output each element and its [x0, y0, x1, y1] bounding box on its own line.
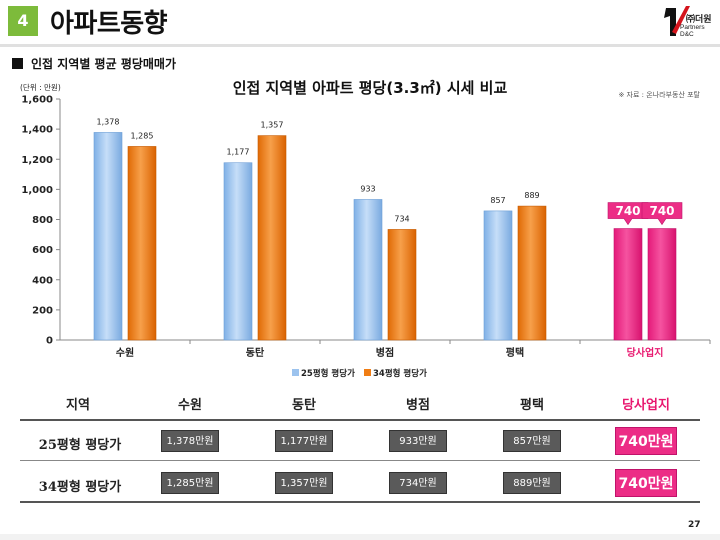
table-row: 25평형 평당가 1,378만원 1,177만원 933만원 857만원 740…: [20, 422, 700, 462]
subheading-text: 인접 지역별 평균 평당매매가: [31, 57, 177, 71]
row-label: 25평형 평당가: [38, 438, 122, 453]
title-bar: 4 아파트동향 ㈜더원 Partners D&C: [0, 0, 720, 47]
data-label: 1,177: [227, 148, 250, 157]
chart-source-note: ※ 자료 : 온나라부동산 포탈: [618, 90, 700, 99]
table-middle-rule: [20, 460, 700, 461]
y-tick-label: 200: [32, 305, 53, 316]
bar: [483, 210, 513, 341]
legend-label: 25평형 평당가: [301, 368, 355, 379]
table-header-cell: 수원: [178, 398, 202, 413]
section-subheading: 인접 지역별 평균 평당매매가: [12, 55, 176, 72]
data-label-callout: [641, 202, 683, 226]
y-tick-label: 800: [32, 215, 53, 226]
legend-swatch: [364, 369, 371, 376]
table-header-cell-highlight: 당사업지: [622, 398, 670, 413]
value-chip: 1,177만원: [275, 430, 333, 452]
footer-band: [0, 534, 720, 540]
legend-label: 34평형 평당가: [373, 368, 427, 379]
x-tick-label: 동탄: [246, 346, 265, 359]
table-header-cell: 병점: [406, 398, 430, 413]
data-label: 1,378: [97, 117, 120, 126]
table-header-cell: 평택: [520, 398, 544, 413]
chart-title: 인접 지역별 아파트 평당(3.3㎡) 시세 비교: [233, 79, 508, 97]
data-label: 740: [649, 204, 674, 218]
value-chip: 857만원: [503, 430, 561, 452]
value-chip: 1,357만원: [275, 472, 333, 494]
table-bottom-rule: [20, 501, 700, 503]
data-label: 1,285: [131, 131, 154, 140]
bar: [353, 199, 383, 341]
bar: [257, 135, 287, 341]
value-chip: 1,378만원: [161, 430, 219, 452]
bar: [647, 228, 677, 341]
x-tick-label: 평택: [506, 346, 524, 359]
logo-company-name: ㈜더원: [686, 15, 712, 25]
data-label: 1,357: [261, 121, 284, 130]
company-logo-icon: [664, 6, 690, 36]
bar: [223, 162, 253, 341]
data-label: 857: [490, 196, 505, 205]
y-tick-label: 1,000: [21, 185, 53, 196]
bar-chart: 인접 지역별 아파트 평당(3.3㎡) 시세 비교 ※ 자료 : 온나라부동산 …: [20, 79, 711, 379]
bar: [127, 146, 157, 341]
page-number: 27: [688, 520, 701, 530]
row-label: 34평형 평당가: [38, 480, 122, 495]
value-chip: 1,285만원: [161, 472, 219, 494]
value-chip: 933만원: [389, 430, 447, 452]
y-tick-label: 1,600: [21, 95, 53, 106]
data-label: 734: [394, 214, 409, 223]
value-chip-highlight: 740만원: [615, 427, 677, 455]
value-chip: 734만원: [389, 472, 447, 494]
table-top-rule: [20, 419, 700, 421]
title-divider: [0, 44, 720, 47]
y-tick-label: 0: [46, 336, 53, 347]
value-chip-highlight: 740만원: [615, 469, 677, 497]
value-chip: 889만원: [503, 472, 561, 494]
chart-unit-label: (단위 : 만원): [20, 82, 61, 92]
table-header-row: 지역 수원 동탄 병점 평택 당사업지: [20, 384, 700, 420]
data-label: 740: [615, 204, 640, 218]
y-tick-label: 400: [32, 275, 53, 286]
table-header-cell: 동탄: [292, 398, 316, 413]
page-title: 아파트동향: [50, 9, 168, 39]
section-number-badge: 4: [8, 6, 38, 36]
data-label: 889: [524, 191, 539, 200]
legend-swatch: [292, 369, 299, 376]
bar: [387, 229, 417, 341]
x-tick-label: 병점: [376, 346, 394, 359]
table-header-region: 지역: [66, 398, 90, 413]
y-tick-label: 1,400: [21, 125, 53, 136]
table-row: 34평형 평당가 1,285만원 1,357만원 734만원 889만원 740…: [20, 464, 700, 504]
bar: [517, 205, 547, 341]
y-tick-label: 600: [32, 245, 53, 256]
y-tick-label: 1,200: [21, 155, 53, 166]
bar: [93, 132, 123, 341]
x-tick-label: 당사업지: [627, 346, 664, 359]
logo-company-subname: Partners D&C: [680, 24, 705, 38]
data-label: 933: [360, 184, 375, 193]
square-bullet-icon: [12, 58, 23, 69]
bar: [613, 228, 643, 341]
x-tick-label: 수원: [116, 346, 134, 359]
